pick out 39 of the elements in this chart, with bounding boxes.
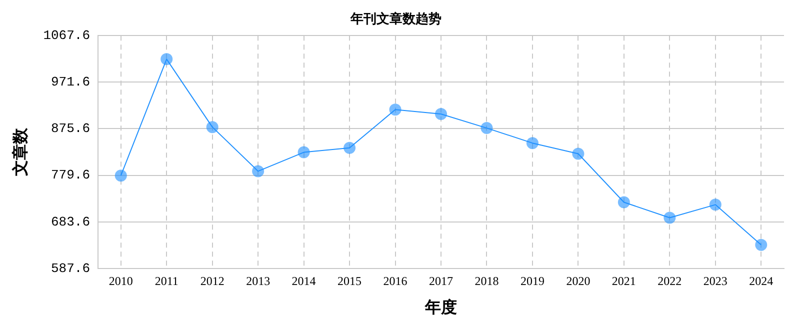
x-tick-label: 2018	[474, 274, 499, 288]
y-tick-label: 971.6	[50, 74, 90, 90]
point	[252, 165, 264, 178]
y-axis-title: 文章数	[12, 127, 30, 177]
x-tick-label: 2016	[383, 274, 408, 288]
y-tick-label: 779.6	[50, 168, 90, 183]
x-tick-label: 2012	[200, 274, 224, 288]
y-tick-label: 1067.6	[43, 28, 90, 44]
point	[480, 122, 493, 134]
x-axis-title: 年度	[424, 298, 458, 317]
x-tick-label: 2023	[703, 274, 728, 288]
x-tick-label: 2017	[429, 274, 454, 288]
point	[114, 170, 127, 182]
y-tick-label: 587.6	[50, 260, 90, 276]
x-tick-label: 2014	[292, 274, 316, 288]
x-tick-label: 2015	[338, 274, 362, 288]
x-tick-label: 2020	[566, 274, 590, 288]
x-tick-label: 2024	[749, 274, 774, 288]
point	[344, 142, 356, 154]
point	[572, 148, 584, 160]
point	[664, 212, 676, 224]
point	[435, 108, 448, 120]
x-tick-label: 2011	[154, 274, 178, 288]
y-tick-label: 683.6	[50, 214, 90, 230]
x-tick-label: 2022	[658, 274, 682, 288]
point	[206, 121, 218, 134]
chart-title: 年刊文章数趋势	[350, 11, 442, 26]
point	[709, 198, 722, 211]
x-tick-label: 2013	[246, 274, 270, 288]
point	[160, 53, 173, 66]
point	[389, 104, 402, 116]
point	[755, 238, 768, 251]
x-tick-label: 2010	[108, 274, 133, 288]
point	[298, 146, 310, 158]
point	[618, 196, 630, 208]
x-tick-label: 2019	[520, 274, 544, 288]
point	[526, 137, 538, 150]
y-tick-label: 875.6	[50, 121, 90, 136]
x-tick-label: 2021	[612, 274, 636, 288]
